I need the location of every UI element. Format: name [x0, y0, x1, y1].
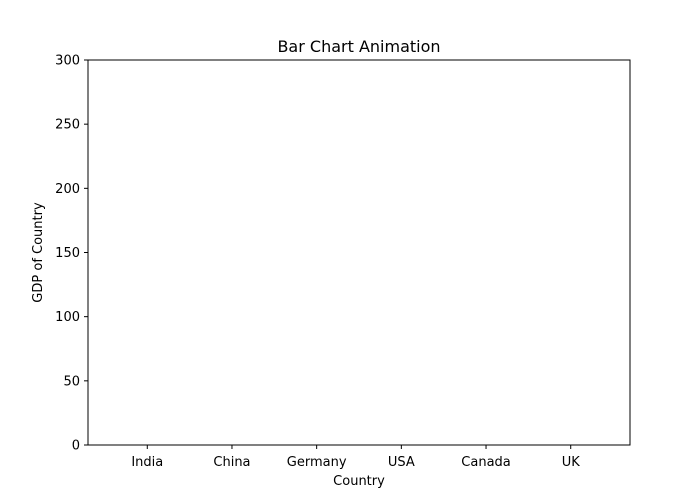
x-axis: India China Germany USA Canada UK — [131, 445, 580, 470]
x-tick-label: Germany — [287, 455, 347, 470]
x-tick-label: UK — [562, 455, 581, 470]
y-tick-label: 300 — [55, 54, 80, 69]
chart-title: Bar Chart Animation — [277, 37, 440, 56]
plot-area-frame — [87, 59, 631, 446]
y-axis-label: GDP of Country — [31, 202, 46, 303]
y-tick-label: 100 — [55, 310, 80, 325]
x-tick-label: Canada — [461, 455, 510, 470]
y-tick-label: 250 — [55, 118, 80, 133]
y-tick-label: 50 — [63, 374, 80, 389]
y-axis: 0 50 100 150 200 250 300 — [55, 54, 88, 454]
y-tick-label: 0 — [72, 439, 80, 454]
x-tick-label: India — [131, 455, 163, 470]
y-tick-label: 200 — [55, 182, 80, 197]
x-tick-label: USA — [388, 455, 415, 470]
x-tick-label: China — [213, 455, 250, 470]
x-axis-label: Country — [333, 474, 385, 489]
y-tick-label: 150 — [55, 246, 80, 261]
